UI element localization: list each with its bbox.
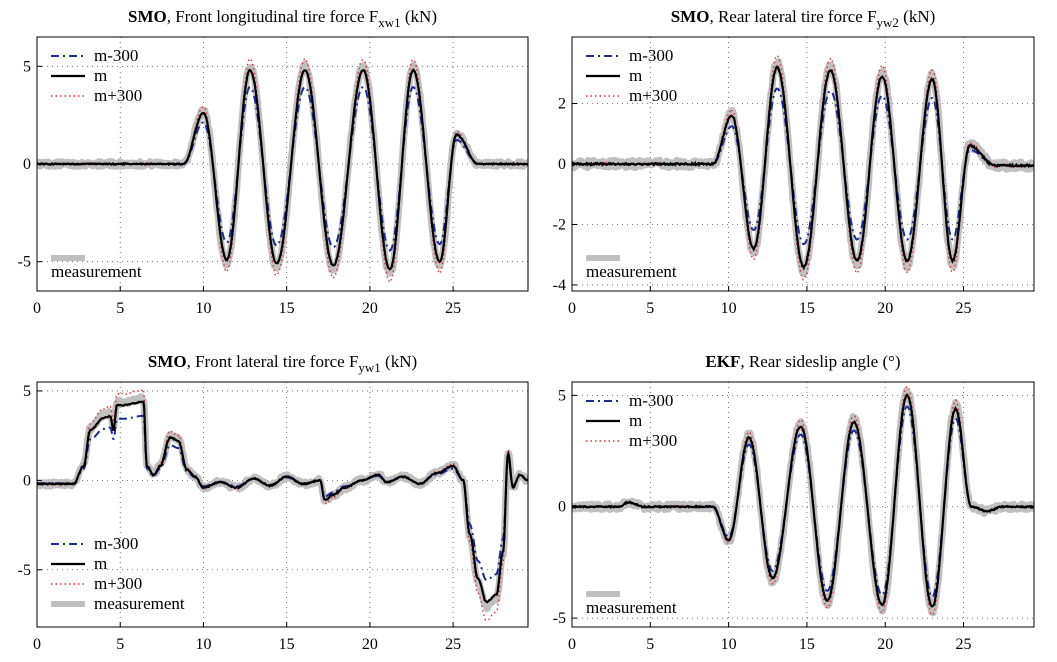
- x-tick-label: 10: [195, 300, 211, 317]
- x-tick-label: 15: [279, 636, 295, 653]
- subplot: 0 5 10 15 20 25 -4 -2 0 2 SMO, Rear lateral tire f…: [553, 7, 1035, 317]
- y-tick-label: 0: [23, 156, 31, 173]
- series-measurement: [37, 393, 528, 613]
- series-m+300: [572, 54, 1034, 281]
- legend-label-m-300: m-300: [94, 46, 138, 65]
- chart-title-bold: SMO: [671, 7, 710, 26]
- x-tick-label: 15: [279, 300, 295, 317]
- series-m: [572, 393, 1034, 608]
- y-tick-label: 0: [558, 156, 566, 173]
- x-tick-label: 5: [646, 300, 654, 317]
- y-tick-label: 5: [23, 58, 31, 75]
- y-tick-label: -5: [18, 562, 31, 579]
- x-tick-label: 20: [362, 636, 378, 653]
- chart-title-text: , Rear sideslip angle (°): [740, 352, 900, 371]
- axes-box: [571, 381, 1035, 628]
- series-m: [37, 68, 528, 271]
- x-tick-label: 10: [721, 300, 737, 317]
- y-tick-label: 5: [23, 383, 31, 400]
- series-group: [572, 54, 1034, 281]
- y-tick-label: 2: [558, 96, 566, 113]
- legend-label-m+300: m+300: [94, 86, 142, 105]
- x-tick-label: 0: [568, 636, 576, 653]
- subplot: 0 5 10 15 20 25 -5 0 5 SMO, Front lateral tire fo…: [18, 352, 529, 653]
- series-m: [37, 400, 528, 604]
- x-tick-label: 5: [116, 300, 124, 317]
- x-tick-label: 25: [445, 636, 461, 653]
- axes-box: [36, 381, 529, 628]
- x-tick-label: 10: [195, 636, 211, 653]
- x-tick-label: 20: [877, 300, 893, 317]
- chart-title-subscript: xw1: [378, 15, 400, 30]
- series-m+300: [37, 387, 528, 621]
- legend-label-measurement: measurement: [586, 598, 677, 617]
- chart-title-text: , Front lateral tire force F: [187, 352, 359, 371]
- x-tick-label: 25: [956, 300, 972, 317]
- x-tick-label: 5: [116, 636, 124, 653]
- chart-title-unit: (kN): [401, 7, 437, 26]
- x-tick-label: 0: [33, 300, 41, 317]
- legend-label-measurement: measurement: [94, 594, 185, 613]
- x-tick-label: 25: [956, 636, 972, 653]
- x-tick-label: 15: [799, 300, 815, 317]
- chart-title: SMO, Rear lateral tire force Fyw2 (kN): [671, 7, 936, 30]
- chart-title-subscript: yw2: [877, 15, 899, 30]
- series-m: [572, 65, 1034, 271]
- legend-label-m: m: [629, 66, 642, 85]
- chart-title-text: , Front longitudinal tire force F: [167, 7, 379, 26]
- legend-label-m+300: m+300: [94, 574, 142, 593]
- legend-label-measurement: measurement: [586, 262, 677, 281]
- legend-label-m-300: m-300: [94, 534, 138, 553]
- series-group: [37, 57, 528, 283]
- x-tick-label: 25: [445, 300, 461, 317]
- chart-title-bold: SMO: [128, 7, 167, 26]
- y-tick-label: -5: [18, 254, 31, 271]
- x-tick-label: 5: [646, 636, 654, 653]
- y-tick-label: 0: [558, 499, 566, 516]
- chart-title-bold: EKF: [705, 352, 740, 371]
- chart-title-text: , Rear lateral tire force F: [709, 7, 876, 26]
- legend-label-m+300: m+300: [629, 86, 677, 105]
- chart-title: EKF, Rear sideslip angle (°): [705, 352, 900, 371]
- x-tick-label: 10: [721, 636, 737, 653]
- x-tick-label: 20: [362, 300, 378, 317]
- x-tick-label: 0: [33, 636, 41, 653]
- series-group: [572, 384, 1034, 617]
- y-tick-label: 0: [23, 472, 31, 489]
- chart-title-unit: (kN): [899, 7, 935, 26]
- chart-title-subscript: yw1: [358, 360, 380, 375]
- legend-label-measurement: measurement: [51, 262, 142, 281]
- legend-label-m-300: m-300: [629, 391, 673, 410]
- legend-label-m+300: m+300: [629, 431, 677, 450]
- y-tick-label: 5: [558, 387, 566, 404]
- series-m-300: [37, 414, 528, 582]
- y-tick-label: -4: [553, 277, 566, 294]
- legend-label-m: m: [94, 66, 107, 85]
- legend-label-m: m: [94, 554, 107, 573]
- legend-label-m: m: [629, 411, 642, 430]
- chart-title-unit: (kN): [381, 352, 417, 371]
- y-tick-label: -2: [553, 216, 566, 233]
- legend-label-m-300: m-300: [629, 46, 673, 65]
- x-tick-label: 0: [568, 300, 576, 317]
- x-tick-label: 15: [799, 636, 815, 653]
- chart-title: SMO, Front lateral tire force Fyw1 (kN): [148, 352, 417, 375]
- subplot: 0 5 10 15 20 25 -5 0 5 SMO, Front longitudinal ti…: [18, 7, 529, 317]
- x-tick-label: 20: [877, 636, 893, 653]
- series-group: [37, 387, 528, 621]
- y-tick-label: -5: [553, 610, 566, 627]
- chart-title-bold: SMO: [148, 352, 187, 371]
- chart-title: SMO, Front longitudinal tire force Fxw1 …: [128, 7, 437, 30]
